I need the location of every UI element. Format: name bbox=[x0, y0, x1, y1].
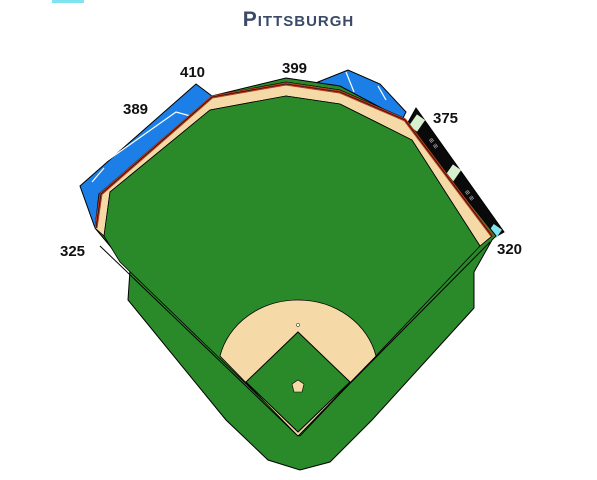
corner-tab bbox=[52, 0, 84, 3]
fair-grass bbox=[103, 95, 481, 437]
pitchers-mound bbox=[291, 379, 305, 393]
distance-left-center: 389 bbox=[123, 101, 148, 118]
distance-center-field: 399 bbox=[282, 60, 307, 77]
stands-aisle-left-lower bbox=[91, 167, 105, 183]
outfield-wall-edge bbox=[95, 83, 493, 237]
park-title: Pittsburgh bbox=[242, 8, 355, 31]
second-base bbox=[296, 323, 300, 327]
scoreboard-panel-top bbox=[408, 114, 426, 132]
distance-right-center: 375 bbox=[433, 110, 458, 127]
distance-right-field-line: 320 bbox=[497, 241, 522, 258]
left-foul-line bbox=[99, 245, 299, 437]
stands-aisle-center bbox=[345, 71, 355, 93]
distance-left-field-line: 325 bbox=[60, 243, 85, 260]
stands-aisle-right bbox=[377, 85, 387, 101]
distance-deep-left-center: 410 bbox=[180, 64, 205, 81]
